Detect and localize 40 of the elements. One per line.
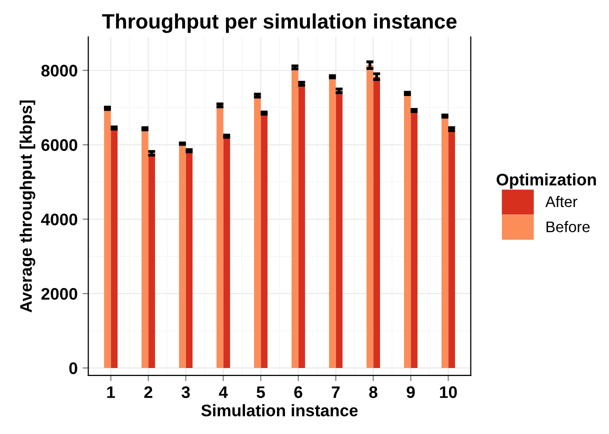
y-tick-label: 2000 xyxy=(41,288,78,300)
bar xyxy=(373,76,380,368)
x-tick-label: 10 xyxy=(440,386,457,398)
bar xyxy=(148,153,156,368)
bar xyxy=(298,84,306,368)
x-tick-label: 8 xyxy=(369,386,378,398)
y-axis-title: Average throughput [kbps] xyxy=(20,100,36,312)
bar xyxy=(366,65,374,368)
x-tick-label: 6 xyxy=(294,386,302,398)
x-tick-label: 4 xyxy=(218,386,228,398)
bar xyxy=(260,113,268,368)
y-tick-label: 0 xyxy=(69,362,78,374)
chart-title: Throughput per simulation instance xyxy=(102,13,456,33)
y-tick-label: 4000 xyxy=(41,214,78,226)
x-tick-label: 5 xyxy=(256,386,265,398)
bar xyxy=(410,110,418,368)
bar xyxy=(448,129,456,368)
x-tick-label: 2 xyxy=(144,386,152,398)
bar xyxy=(254,96,261,368)
bar xyxy=(216,105,224,368)
bar xyxy=(336,90,343,368)
bar xyxy=(104,108,111,368)
bar xyxy=(186,150,193,368)
y-tick-label: 8000 xyxy=(41,64,78,77)
legend-label: Before xyxy=(546,221,590,232)
y-tick-label: 6000 xyxy=(41,139,78,151)
x-tick-label: 1 xyxy=(107,386,115,398)
bar xyxy=(179,144,186,368)
bar xyxy=(142,128,148,368)
x-tick-label: 9 xyxy=(406,386,415,398)
x-axis-title: Simulation instance xyxy=(201,404,358,416)
bar xyxy=(329,76,336,368)
x-tick-label: 7 xyxy=(332,386,340,398)
bar xyxy=(223,136,230,368)
bar xyxy=(442,116,448,368)
legend-title: Optimization xyxy=(496,173,596,189)
bar xyxy=(404,93,411,368)
x-tick-label: 3 xyxy=(182,386,190,398)
legend-label: After xyxy=(545,196,578,208)
bar xyxy=(110,128,118,368)
